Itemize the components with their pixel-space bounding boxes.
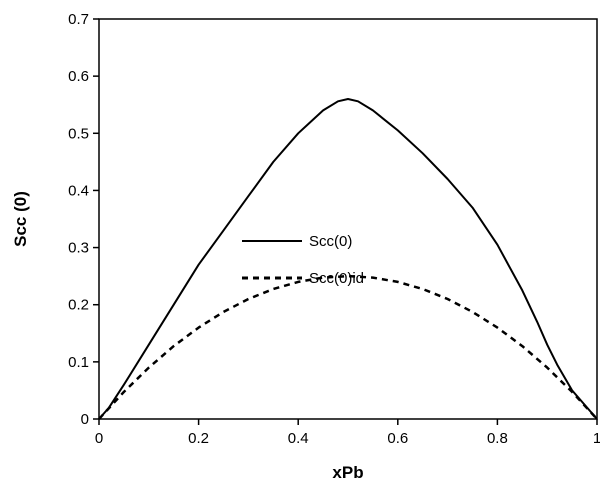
legend: Scc(0) Scc(0)id	[242, 233, 364, 287]
series-line-scc0id	[98, 274, 598, 420]
x-tick-label: 0.8	[487, 430, 508, 447]
x-tick-label: 0.2	[188, 430, 209, 447]
y-tick-label: 0	[81, 411, 89, 428]
legend-label-scc0id: Scc(0)id	[309, 270, 364, 287]
y-tick-label: 0.3	[68, 240, 89, 257]
y-tick-label: 0.6	[68, 68, 89, 85]
y-tick-label: 0.4	[68, 182, 89, 199]
legend-label-scc0: Scc(0)	[309, 233, 352, 250]
y-tick-label: 0.1	[68, 354, 89, 371]
x-axis-title: xPb	[332, 463, 363, 482]
y-axis: 0 0.1 0.2 0.3 0.4 0.5 0.6 0.7	[68, 11, 99, 428]
series-line-scc0	[98, 98, 598, 420]
x-tick-label: 0.4	[288, 430, 309, 447]
y-axis-title: Scc (0)	[11, 191, 30, 247]
y-tick-label: 0.2	[68, 297, 89, 314]
series-layer	[98, 98, 598, 420]
x-tick-label: 1	[593, 430, 600, 447]
y-tick-label: 0.5	[68, 125, 89, 142]
x-axis: 0 0.2 0.4 0.6 0.8 1	[95, 419, 600, 447]
plot-area	[98, 18, 598, 420]
x-tick-label: 0.6	[387, 430, 408, 447]
x-tick-label: 0	[95, 430, 103, 447]
y-tick-label: 0.7	[68, 11, 89, 28]
